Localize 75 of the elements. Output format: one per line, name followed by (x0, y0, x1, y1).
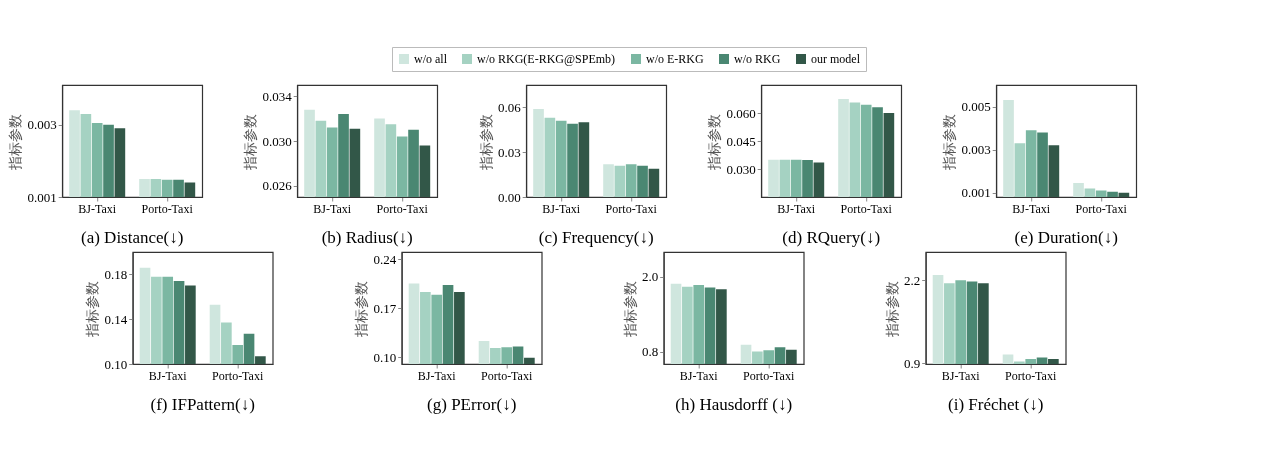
bar (533, 108, 544, 197)
y-axis-title: 指标参数 (942, 113, 958, 171)
x-tick-label: BJ-Taxi (542, 201, 581, 216)
x-tick-label: Porto-Taxi (743, 368, 795, 383)
y-axis-title: 指标参数 (8, 113, 24, 171)
legend-label: w/o RKG (734, 52, 781, 66)
text: (f) IFPattern(↓) (150, 395, 255, 414)
y-tick-label: 0.06 (497, 99, 522, 115)
y-axis-title: 指标参数 (85, 280, 101, 338)
y-tick-label: 0.060 (726, 105, 756, 121)
x-tick-label: Porto-Taxi (840, 201, 893, 216)
text: (b) Radius(↓) (321, 228, 413, 247)
y-tick-label: 0.8 (641, 344, 659, 360)
x-tick-label: Porto-Taxi (605, 201, 658, 216)
y-axis-title: 指标参数 (622, 280, 638, 338)
y-tick-label: 0.034 (262, 88, 293, 104)
text: (h) Hausdorff (↓) (675, 395, 793, 414)
y-tick-label: 0.17 (373, 300, 397, 316)
y-tick-label: 0.03 (497, 144, 521, 160)
x-tick-label: Porto-Taxi (1075, 201, 1128, 216)
x-tick-label: Porto-Taxi (1005, 368, 1057, 383)
y-tick-label: 0.005 (961, 99, 991, 115)
x-tick-label: Porto-Taxi (481, 368, 533, 383)
legend-label: w/o all (414, 52, 448, 66)
y-tick-label: 0.003 (961, 142, 991, 158)
y-tick-label: 0.001 (27, 189, 57, 205)
bar (637, 165, 648, 197)
y-tick-label: 0.14 (104, 311, 128, 327)
legend-label: w/o RKG(E-RKG@SPEmb) (477, 52, 616, 66)
y-tick-label: 0.030 (262, 133, 292, 149)
y-tick-label: 0.18 (104, 266, 128, 282)
x-tick-label: BJ-Taxi (941, 368, 981, 383)
y-tick-label: 0.003 (27, 117, 57, 133)
legend-label: our model (811, 52, 861, 66)
bar (567, 123, 578, 197)
y-tick-label: 0.24 (373, 251, 397, 267)
y-tick-label: 0.10 (373, 349, 397, 365)
text: (a) Distance(↓) (80, 228, 184, 247)
x-tick-label: BJ-Taxi (148, 368, 188, 383)
y-tick-label: 0.10 (104, 356, 128, 372)
x-tick-label: BJ-Taxi (417, 368, 457, 383)
y-tick-label: 2.2 (903, 272, 921, 288)
x-tick-label: BJ-Taxi (313, 201, 352, 216)
text: (e) Duration(↓) (1014, 228, 1118, 247)
y-axis-title: 指标参数 (884, 280, 900, 338)
bar (555, 120, 567, 197)
x-tick-label: BJ-Taxi (1012, 201, 1051, 216)
y-axis-title: 指标参数 (707, 113, 723, 171)
y-axis-title: 指标参数 (243, 113, 259, 171)
x-tick-label: Porto-Taxi (376, 201, 429, 216)
legend-label: w/o E-RKG (646, 52, 704, 66)
text: (i) Fréchet (↓) (948, 395, 1044, 414)
bar (614, 165, 626, 197)
y-tick-label: 0.9 (903, 355, 921, 371)
text: (d) RQuery(↓) (782, 228, 881, 247)
y-tick-label: 0.030 (726, 161, 756, 177)
text: (c) Frequency(↓) (538, 228, 654, 247)
x-tick-label: BJ-Taxi (78, 201, 117, 216)
bar (544, 117, 556, 197)
bar (603, 164, 614, 197)
y-axis-title: 指标参数 (478, 113, 494, 171)
x-tick-label: Porto-Taxi (141, 201, 194, 216)
y-tick-label: 0.045 (726, 133, 756, 149)
y-tick-label: 2.0 (641, 269, 659, 285)
text: (g) PError(↓) (427, 395, 517, 414)
y-tick-label: 0.001 (961, 185, 991, 201)
y-axis-title: 指标参数 (354, 280, 370, 338)
bar (625, 164, 637, 197)
y-tick-label: 0.026 (262, 178, 293, 194)
bar (648, 168, 660, 197)
y-tick-label: 0.00 (497, 189, 521, 205)
bar (578, 122, 590, 197)
x-tick-label: BJ-Taxi (679, 368, 719, 383)
x-tick-label: BJ-Taxi (777, 201, 816, 216)
x-tick-label: Porto-Taxi (212, 368, 264, 383)
